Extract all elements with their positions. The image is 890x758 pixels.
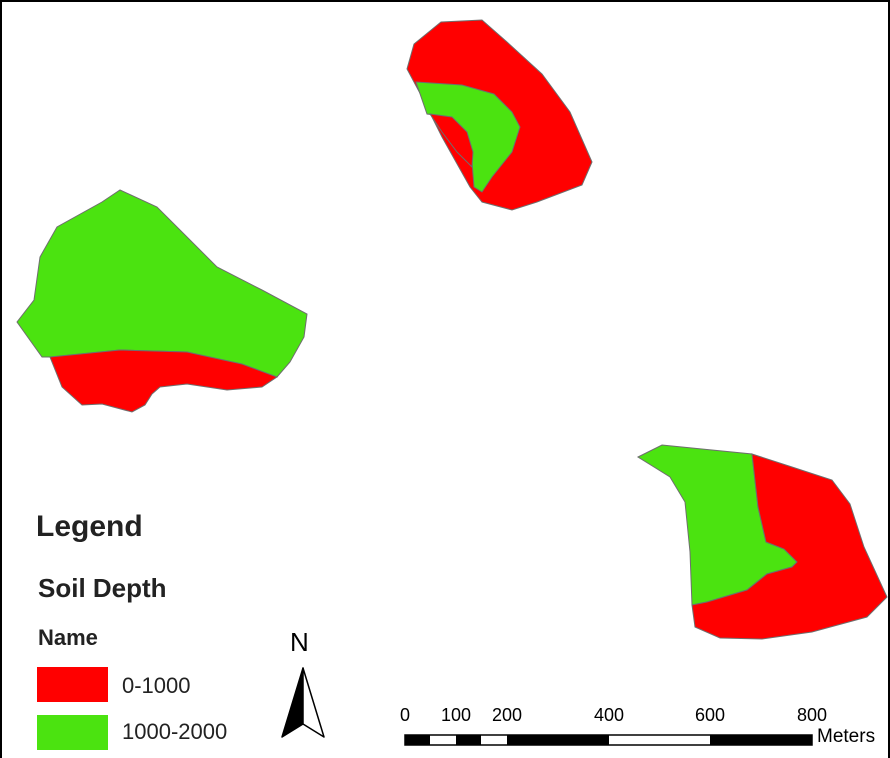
legend-swatch-deep — [37, 715, 108, 750]
scale-tick-label: 600 — [694, 705, 726, 725]
north-arrow — [281, 667, 325, 738]
parcel-southeast[interactable] — [636, 444, 888, 640]
scale-tick-label: 800 — [796, 705, 828, 725]
scale-tick-label: 0 — [399, 705, 411, 725]
parcel-north-inner-shallow — [428, 113, 474, 169]
parcel-west-shallow-zone — [49, 349, 279, 413]
legend-swatch-shallow — [37, 667, 108, 702]
scale-bar-segment-600-800 — [710, 735, 812, 745]
legend-title: Legend — [36, 510, 143, 543]
scale-bar-segment-0-50 — [405, 735, 430, 745]
scale-bar-segment-200-400 — [507, 735, 609, 745]
parcel-southeast-shallow-zone — [691, 453, 888, 640]
legend-label-shallow: 0-1000 — [122, 673, 191, 698]
scale-tick-label: 100 — [440, 705, 472, 725]
legend-layer-title: Soil Depth — [38, 573, 167, 603]
scale-tick-label: 400 — [593, 705, 625, 725]
scale-bar-segment-100-150 — [456, 735, 481, 745]
scale-unit-label: Meters — [817, 726, 876, 747]
north-arrow-left-half — [281, 667, 304, 738]
north-arrow-label: N — [290, 627, 309, 657]
legend-field-title: Name — [38, 625, 98, 650]
parcel-west-deep-zone — [16, 189, 308, 378]
scale-bar — [404, 734, 813, 746]
parcel-north[interactable] — [406, 19, 593, 211]
north-arrow-right-half — [302, 667, 325, 738]
scale-tick-label: 200 — [491, 705, 523, 725]
parcel-west[interactable] — [16, 189, 308, 413]
legend-label-deep: 1000-2000 — [122, 719, 228, 744]
